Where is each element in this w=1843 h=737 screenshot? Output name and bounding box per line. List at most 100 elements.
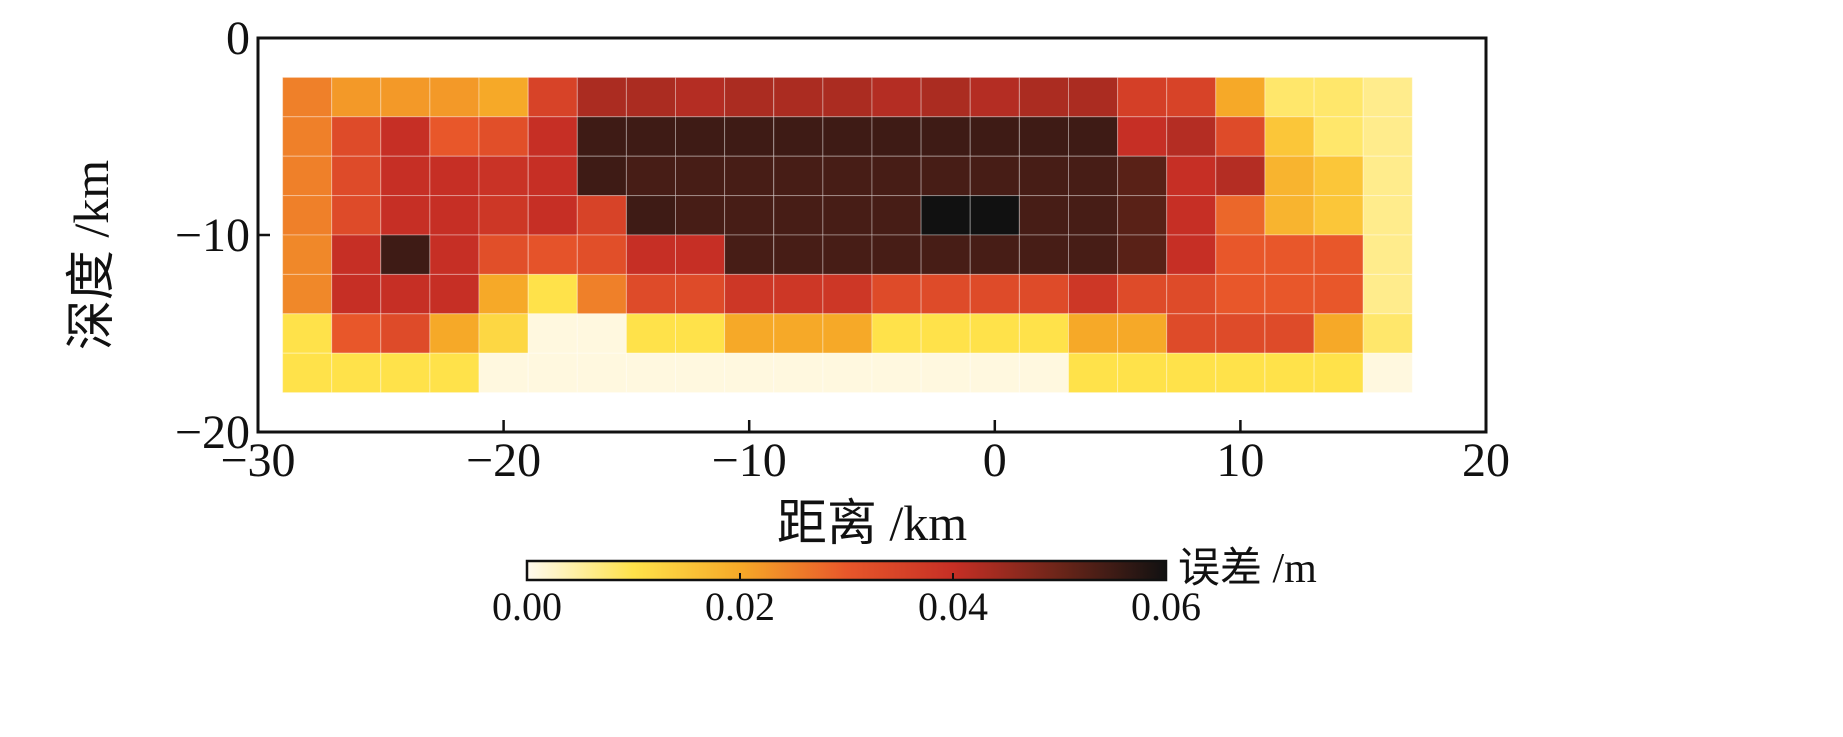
x-axis: −30 −20 −10 0 10 20: [220, 420, 1510, 487]
heatmap-cell: [1313, 76, 1364, 118]
heatmap-cell: [1018, 352, 1070, 394]
heatmap-cell: [625, 273, 677, 315]
heatmap-cell: [871, 76, 922, 118]
heatmap-cell: [1313, 234, 1364, 275]
heatmap-cell: [1215, 116, 1266, 157]
heatmap-cell: [675, 155, 726, 197]
heatmap-cell: [724, 76, 775, 118]
heatmap-cell: [675, 273, 726, 315]
heatmap-cell: [724, 155, 775, 197]
heatmap-cell: [1215, 234, 1266, 275]
heatmap-cell: [675, 195, 726, 236]
heatmap-cell: [1018, 234, 1070, 275]
colorbar: [525, 559, 1168, 582]
heatmap-cell: [1362, 313, 1413, 354]
heatmap-cell: [527, 352, 578, 394]
heatmap-cell: [1362, 116, 1413, 157]
heatmap-cell: [478, 234, 529, 275]
heatmap-cell: [1068, 234, 1119, 275]
x-tick-label: 0: [983, 434, 1007, 487]
heatmap-cell: [724, 313, 775, 354]
heatmap-cell: [282, 116, 333, 157]
heatmap-cell: [576, 313, 627, 354]
heatmap-cell: [1215, 313, 1266, 354]
heatmap-cell: [1215, 76, 1266, 118]
heatmap-cell: [969, 273, 1020, 315]
heatmap-cell: [871, 313, 922, 354]
y-tick-label: −20: [175, 406, 250, 459]
colorbar-tick-label: 0.06: [1131, 584, 1201, 629]
heatmap-cell: [969, 155, 1020, 197]
heatmap-cell: [1313, 352, 1364, 394]
heatmap-cell: [478, 352, 529, 394]
heatmap-cell: [1215, 195, 1266, 236]
heatmap-cell: [724, 352, 775, 394]
heatmap-cell: [625, 155, 677, 197]
heatmap-cell: [1117, 76, 1168, 118]
heatmap-cell: [429, 234, 480, 275]
heatmap-cell: [527, 76, 578, 118]
heatmap-cell: [1117, 352, 1168, 394]
heatmap-cell: [429, 273, 480, 315]
heatmap-cell: [576, 273, 627, 315]
heatmap-cell: [1362, 273, 1413, 315]
heatmap-cell: [429, 116, 480, 157]
heatmap-cell: [773, 76, 824, 118]
heatmap-cell: [969, 195, 1020, 236]
heatmap-cell: [1068, 273, 1119, 315]
heatmap-cell: [527, 273, 578, 315]
heatmap-cell: [331, 273, 382, 315]
heatmap-cell: [380, 352, 431, 394]
heatmap-cell: [871, 195, 922, 236]
heatmap-cell: [1166, 273, 1217, 315]
heatmap-cell: [576, 195, 627, 236]
heatmap-cell: [1313, 155, 1364, 197]
heatmap-cell: [282, 76, 333, 118]
heatmap-cell: [625, 116, 677, 157]
heatmap-cell: [625, 234, 677, 275]
heatmap-cell: [429, 352, 480, 394]
heatmap-cell: [527, 155, 578, 197]
heatmap-cell: [1018, 195, 1070, 236]
heatmap-cell: [576, 234, 627, 275]
heatmap-cell: [1018, 273, 1070, 315]
heatmap-cell: [822, 352, 873, 394]
heatmap-cell: [429, 195, 480, 236]
heatmap-cell: [1166, 76, 1217, 118]
heatmap-cell: [773, 234, 824, 275]
heatmap-cell: [478, 313, 529, 354]
heatmap-cell: [773, 155, 824, 197]
heatmap-cell: [871, 273, 922, 315]
heatmap-cell: [1166, 352, 1217, 394]
heatmap-cell: [576, 352, 627, 394]
heatmap-cell: [822, 234, 873, 275]
heatmap-cell: [1068, 76, 1119, 118]
heatmap-cell: [724, 116, 775, 157]
heatmap-cell: [331, 76, 382, 118]
heatmap-cell: [625, 195, 677, 236]
heatmap-cell: [478, 195, 529, 236]
heatmap-cell: [1362, 195, 1413, 236]
heatmap-cell: [1264, 155, 1315, 197]
heatmap-cell: [1313, 313, 1364, 354]
heatmap-cell: [1215, 273, 1266, 315]
heatmap-cell: [1018, 155, 1070, 197]
heatmap-cell: [576, 76, 627, 118]
heatmap-cell: [675, 352, 726, 394]
heatmap-cell: [1018, 76, 1070, 118]
heatmap-cell: [282, 352, 333, 394]
heatmap-cell: [969, 76, 1020, 118]
heatmap-cell: [1362, 76, 1413, 118]
heatmap-cell: [1018, 116, 1070, 157]
heatmap-cell: [822, 76, 873, 118]
heatmap-cell: [331, 313, 382, 354]
heatmap-cell: [282, 195, 333, 236]
heatmap-cell: [331, 234, 382, 275]
heatmap-cell: [773, 116, 824, 157]
heatmap-cell: [1117, 116, 1168, 157]
heatmap-cell: [1117, 313, 1168, 354]
heatmap-cell: [1166, 234, 1217, 275]
heatmap-cell: [724, 234, 775, 275]
heatmap-cell: [675, 234, 726, 275]
